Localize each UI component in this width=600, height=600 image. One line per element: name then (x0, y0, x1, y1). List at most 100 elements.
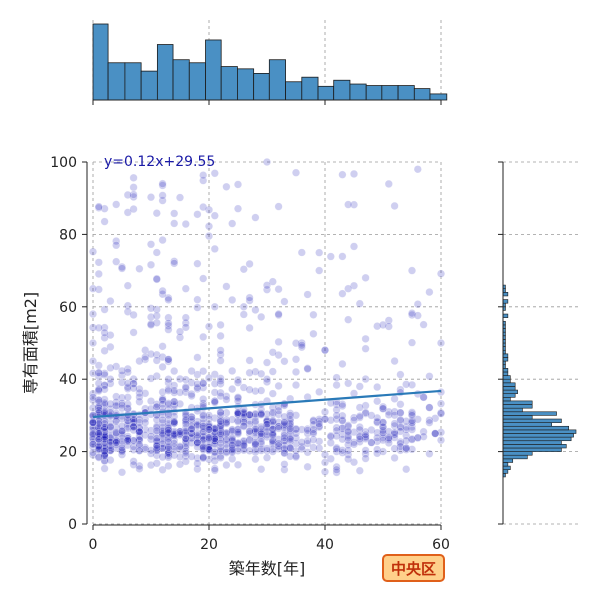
scatter-point (291, 446, 301, 455)
scatter-point (419, 393, 428, 402)
scatter-point (384, 179, 393, 188)
scatter-point (152, 248, 161, 257)
scatter-point (94, 323, 103, 332)
scatter-point (193, 210, 202, 219)
scatter-point (390, 357, 399, 366)
right-hist-bar (502, 393, 516, 398)
scatter-point (175, 333, 185, 342)
scatter-point (210, 424, 219, 433)
right-hist-bar (502, 299, 509, 304)
y-tick-label: 80 (59, 227, 77, 243)
scatter-point (187, 391, 196, 400)
scatter-point (152, 400, 161, 409)
scatter-point (268, 367, 277, 376)
ward-badge: 中央区 (382, 554, 445, 582)
scatter-point (216, 408, 225, 417)
scatter-point (274, 337, 283, 346)
right-hist-bar (502, 368, 509, 373)
scatter-point (210, 370, 219, 379)
y-tick-labels: 0 20 40 60 80 100 (50, 155, 77, 533)
scatter-point (233, 180, 243, 189)
right-hist-gridlines (503, 161, 580, 525)
scatter-point (344, 315, 353, 324)
right-hist-bar (502, 425, 569, 431)
scatter-point (332, 426, 341, 435)
right-hist-bar (502, 469, 509, 474)
scatter-point (181, 419, 190, 428)
scatter-point (402, 465, 411, 474)
scatter-point (361, 374, 370, 384)
scatter-point (146, 193, 156, 202)
top-hist-bar (429, 93, 448, 101)
scatter-point (158, 453, 167, 462)
scatter-point (129, 183, 138, 192)
scatter-point (280, 444, 289, 453)
scatter-point (268, 348, 277, 357)
scatter-point (216, 356, 225, 365)
scatter-point (199, 445, 208, 454)
scatter-point (158, 342, 167, 351)
scatter-point (181, 313, 190, 322)
scatter-point (274, 439, 283, 448)
right-hist-bar (502, 451, 533, 456)
scatter-point (100, 433, 109, 442)
scatter-point (216, 376, 225, 386)
scatter-point (239, 302, 248, 311)
scatter-point (222, 447, 231, 456)
right-hist-bar (502, 444, 567, 449)
scatter-point (129, 426, 138, 435)
scatter-point (332, 381, 341, 390)
scatter-point (199, 422, 208, 431)
scatter-point (245, 427, 254, 436)
top-hist-bar (205, 39, 222, 101)
scatter-point (338, 170, 347, 179)
scatter-point (199, 332, 208, 341)
scatter-point (117, 399, 127, 408)
scatter-point (378, 447, 388, 456)
scatter-point (436, 436, 446, 445)
scatter-point (129, 460, 138, 469)
scatter-point (175, 193, 185, 202)
scatter-point (373, 382, 382, 392)
scatter-point (164, 461, 173, 470)
scatter-point (88, 247, 98, 256)
scatter-point (170, 257, 179, 266)
scatter-point (170, 386, 179, 395)
scatter-point (280, 297, 289, 306)
scatter-point (199, 399, 208, 408)
scatter-point (170, 366, 179, 376)
scatter-point (361, 454, 370, 463)
scatter-point (88, 369, 98, 378)
scatter-point (216, 350, 225, 359)
scatter-point (152, 275, 161, 284)
scatter-point (407, 310, 417, 320)
scatter-point (297, 425, 306, 434)
scatter-point (338, 252, 347, 261)
scatter-point (222, 282, 231, 291)
scatter-point (94, 258, 103, 267)
scatter-point (175, 427, 185, 436)
scatter-point (158, 236, 167, 245)
scatter-point (390, 453, 399, 462)
scatter-point (175, 429, 185, 438)
scatter-point (378, 320, 388, 329)
scatter-point (274, 424, 283, 433)
scatter-point (175, 452, 185, 461)
scatter-point (210, 244, 219, 253)
scatter-point (141, 346, 150, 355)
scatter-point (413, 165, 422, 174)
scatter-point (262, 453, 272, 462)
right-hist-bar (502, 415, 533, 420)
scatter-point (181, 219, 190, 229)
scatter-point (146, 397, 156, 406)
scatter-point (262, 285, 272, 294)
scatter-point (297, 438, 306, 447)
scatter-point (332, 465, 341, 474)
scatter-point (164, 443, 173, 452)
scatter-point (170, 417, 179, 426)
scatter-point (94, 452, 103, 462)
scatter-point (413, 433, 422, 442)
top-hist-bar (140, 70, 158, 101)
scatter-point (106, 363, 115, 372)
scatter-point (436, 269, 446, 278)
